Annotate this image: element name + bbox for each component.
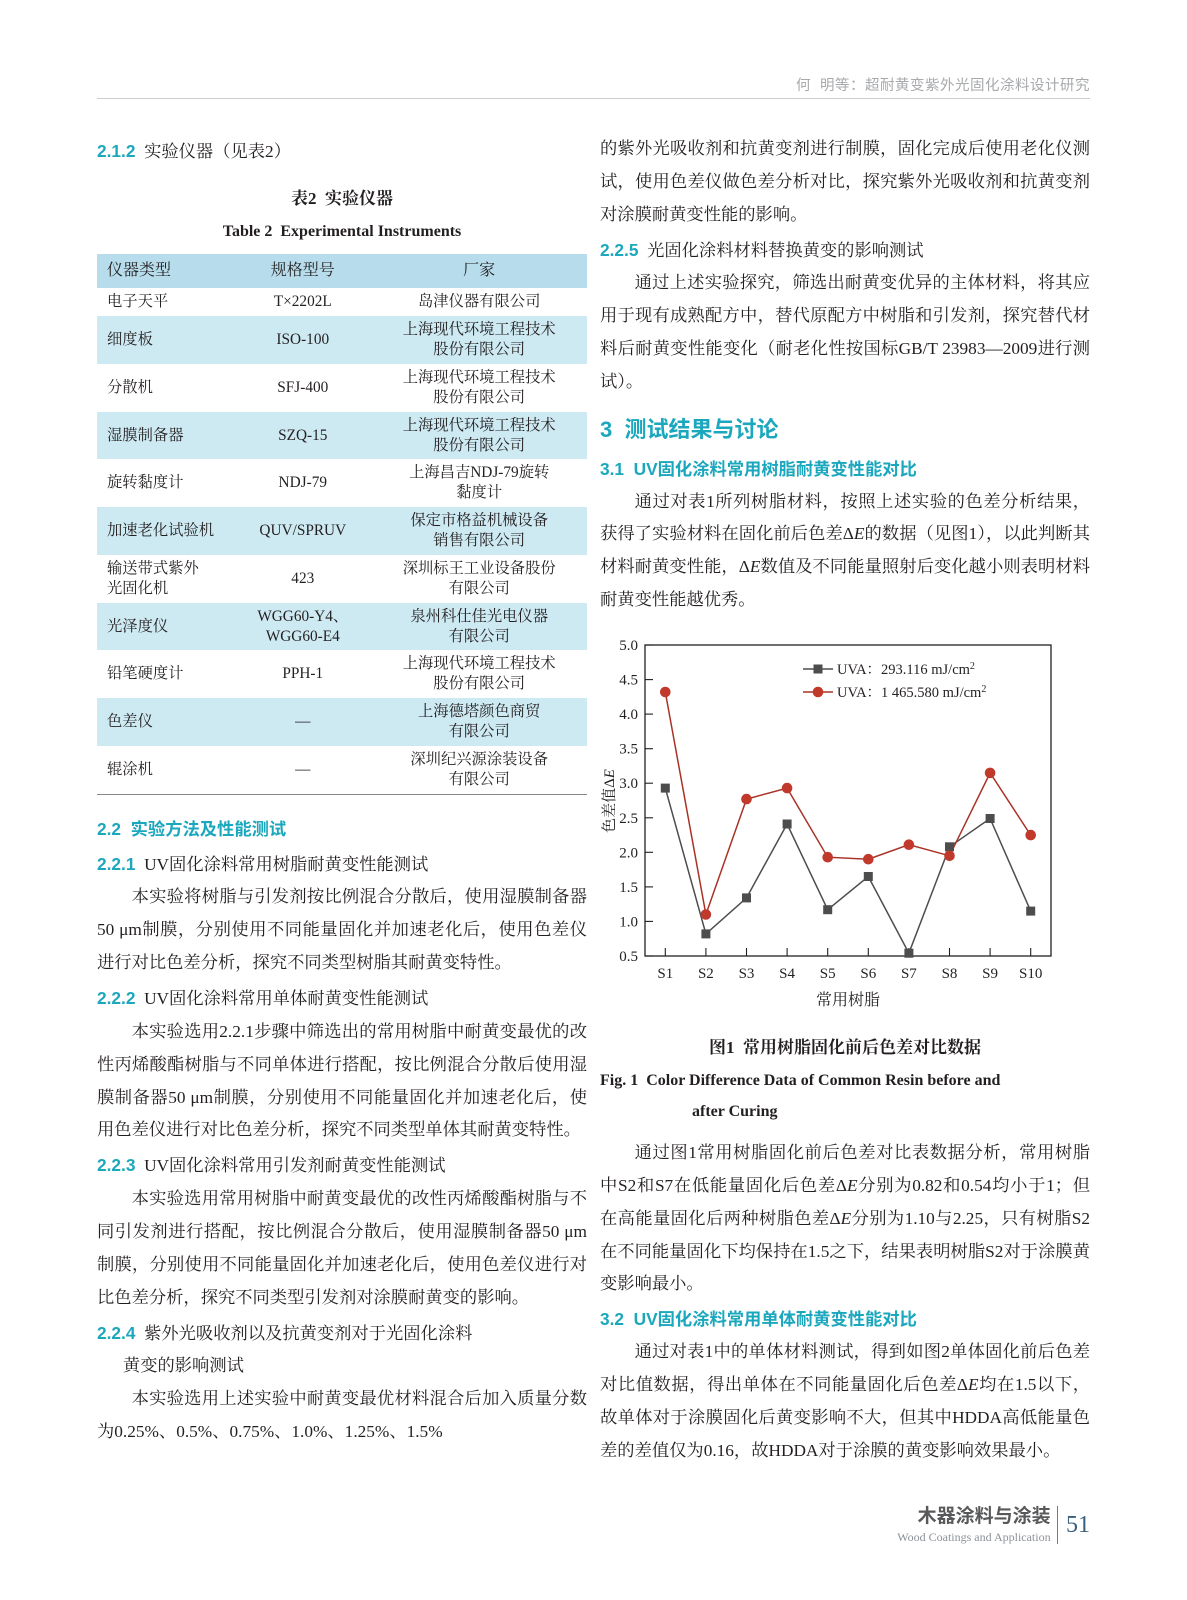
svg-text:5.0: 5.0 bbox=[619, 638, 638, 654]
svg-text:S10: S10 bbox=[1019, 966, 1042, 982]
svg-text:色差值ΔE: 色差值ΔE bbox=[600, 769, 618, 833]
svg-text:2.0: 2.0 bbox=[619, 845, 638, 861]
svg-text:4.0: 4.0 bbox=[619, 707, 638, 723]
svg-text:S2: S2 bbox=[698, 966, 714, 982]
svg-text:UVA：293.116 mJ/cm2: UVA：293.116 mJ/cm2 bbox=[837, 660, 975, 678]
svg-text:UVA：1 465.580 mJ/cm2: UVA：1 465.580 mJ/cm2 bbox=[837, 683, 986, 701]
svg-text:S7: S7 bbox=[901, 966, 917, 982]
svg-text:0.5: 0.5 bbox=[619, 949, 638, 965]
svg-text:S6: S6 bbox=[860, 966, 876, 982]
svg-text:S8: S8 bbox=[942, 966, 958, 982]
svg-text:S4: S4 bbox=[779, 966, 795, 982]
svg-text:S1: S1 bbox=[657, 966, 673, 982]
svg-text:S5: S5 bbox=[820, 966, 836, 982]
svg-text:3.0: 3.0 bbox=[619, 776, 638, 792]
svg-text:2.5: 2.5 bbox=[619, 811, 638, 827]
svg-text:1.5: 1.5 bbox=[619, 880, 638, 896]
svg-text:常用树脂: 常用树脂 bbox=[816, 991, 880, 1009]
svg-text:S9: S9 bbox=[982, 966, 998, 982]
svg-text:1.0: 1.0 bbox=[619, 914, 638, 930]
svg-text:3.5: 3.5 bbox=[619, 742, 638, 758]
svg-text:S3: S3 bbox=[739, 966, 755, 982]
svg-text:4.5: 4.5 bbox=[619, 673, 638, 689]
